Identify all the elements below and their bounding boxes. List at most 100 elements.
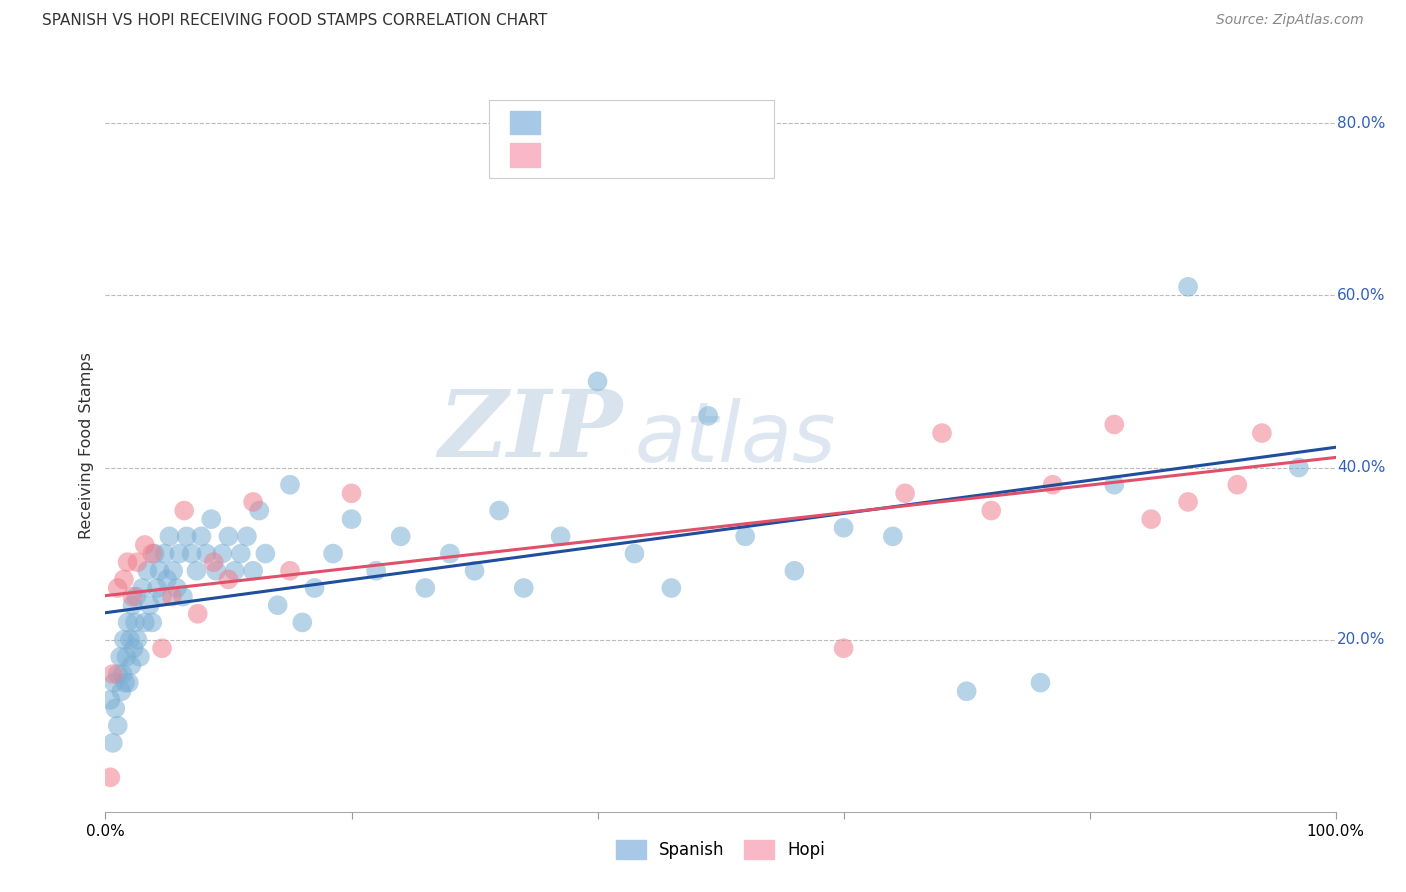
Point	[322, 547, 344, 561]
Point	[136, 564, 159, 578]
Text: R =: R =	[551, 146, 588, 164]
Text: 60.0%: 60.0%	[1337, 288, 1385, 303]
Point	[127, 555, 149, 569]
Text: R =: R =	[551, 113, 588, 132]
Point	[173, 503, 195, 517]
Point	[195, 547, 218, 561]
Point	[124, 615, 146, 630]
Point	[156, 573, 179, 587]
Point	[134, 615, 156, 630]
Point	[104, 701, 127, 715]
Point	[956, 684, 979, 698]
Point	[205, 564, 228, 578]
Point	[202, 555, 225, 569]
Point	[1251, 426, 1274, 441]
Text: 20.0%: 20.0%	[1337, 632, 1385, 647]
Y-axis label: Receiving Food Stamps: Receiving Food Stamps	[79, 352, 94, 540]
Point	[278, 564, 301, 578]
Point	[661, 581, 683, 595]
Point	[980, 503, 1002, 517]
Point	[141, 547, 163, 561]
Point	[115, 649, 138, 664]
Point	[190, 529, 212, 543]
Point	[186, 564, 208, 578]
Text: 28: 28	[692, 146, 714, 164]
Point	[131, 581, 153, 595]
Point	[122, 641, 145, 656]
Text: N =: N =	[652, 146, 689, 164]
Text: 0.602: 0.602	[593, 146, 645, 164]
Text: N =: N =	[652, 113, 689, 132]
Point	[118, 675, 141, 690]
Point	[291, 615, 314, 630]
Point	[117, 555, 139, 569]
Point	[439, 547, 461, 561]
Point	[1029, 675, 1052, 690]
Text: SPANISH VS HOPI RECEIVING FOOD STAMPS CORRELATION CHART: SPANISH VS HOPI RECEIVING FOOD STAMPS CO…	[42, 13, 547, 29]
Point	[1177, 495, 1199, 509]
Point	[153, 547, 176, 561]
Point	[134, 538, 156, 552]
Point	[121, 590, 143, 604]
Point	[488, 503, 510, 517]
Point	[160, 590, 183, 604]
Point	[169, 547, 191, 561]
Point	[340, 486, 363, 500]
Point	[101, 736, 124, 750]
Point	[1288, 460, 1310, 475]
Point	[112, 573, 135, 587]
Text: 0.373: 0.373	[593, 113, 645, 132]
Point	[832, 641, 855, 656]
Point	[267, 598, 290, 612]
Point	[1042, 477, 1064, 491]
Point	[586, 375, 609, 389]
Point	[623, 547, 645, 561]
Point	[783, 564, 806, 578]
Point	[734, 529, 756, 543]
Point	[697, 409, 720, 423]
Point	[413, 581, 436, 595]
Point	[149, 564, 172, 578]
Point	[1177, 280, 1199, 294]
Point	[236, 529, 259, 543]
Text: 40.0%: 40.0%	[1337, 460, 1385, 475]
Point	[1140, 512, 1163, 526]
Point	[159, 529, 180, 543]
Point	[176, 529, 198, 543]
Point	[304, 581, 326, 595]
Point	[107, 719, 129, 733]
Point	[254, 547, 277, 561]
Point	[107, 667, 129, 681]
Legend: Spanish, Hopi: Spanish, Hopi	[609, 833, 832, 865]
Point	[166, 581, 188, 595]
Point	[211, 547, 233, 561]
Point	[366, 564, 388, 578]
Point	[141, 615, 163, 630]
Point	[218, 529, 240, 543]
Point	[242, 564, 264, 578]
Point	[340, 512, 363, 526]
Point	[127, 632, 149, 647]
Point	[550, 529, 572, 543]
Point	[1102, 417, 1125, 432]
Point	[162, 564, 184, 578]
Point	[882, 529, 904, 543]
Text: 80: 80	[692, 113, 714, 132]
Point	[1226, 477, 1249, 491]
Point	[143, 547, 166, 561]
Point	[98, 770, 122, 784]
Point	[114, 675, 136, 690]
Point	[172, 590, 194, 604]
Point	[121, 598, 143, 612]
Point	[247, 503, 270, 517]
Point	[110, 649, 132, 664]
Point	[120, 632, 141, 647]
Point	[111, 667, 134, 681]
Point	[200, 512, 222, 526]
Point	[107, 581, 129, 595]
Point	[150, 641, 173, 656]
Text: ZIP: ZIP	[437, 386, 621, 476]
Point	[146, 581, 169, 595]
Point	[229, 547, 252, 561]
Text: atlas: atlas	[634, 398, 837, 479]
